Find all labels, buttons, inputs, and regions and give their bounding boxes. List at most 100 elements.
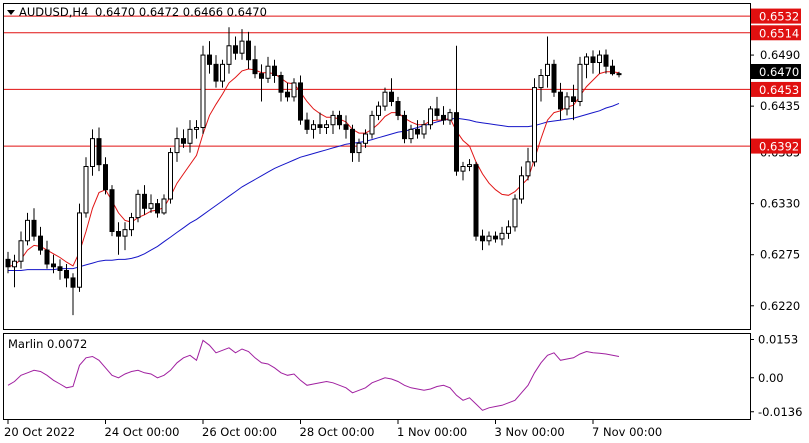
candle	[83, 157, 89, 218]
candle-body	[558, 91, 563, 110]
candle-body	[389, 91, 394, 103]
candle	[12, 254, 17, 288]
candle	[473, 161, 479, 241]
candle-body	[590, 56, 596, 63]
candle	[603, 49, 609, 74]
candle	[161, 194, 167, 215]
candle	[259, 64, 264, 102]
candle-body	[603, 54, 609, 67]
candle-body	[324, 124, 329, 129]
candle-body	[298, 82, 303, 121]
candle	[584, 53, 589, 79]
candle-body	[545, 63, 550, 76]
candle	[239, 29, 245, 60]
candle	[57, 259, 63, 280]
candle	[246, 31, 251, 69]
candle-body	[25, 219, 30, 242]
candle-body	[38, 235, 43, 251]
candle-body	[90, 138, 95, 167]
level-label-bg	[751, 81, 801, 97]
candle-body	[239, 40, 245, 54]
candle	[291, 78, 297, 102]
candle-body	[506, 226, 511, 234]
candle-body	[70, 277, 76, 288]
candle-body	[311, 124, 316, 130]
price-tick-label: 0.6435	[760, 99, 800, 113]
candle-body	[285, 91, 290, 98]
candle	[298, 75, 303, 125]
candle-body	[395, 101, 401, 116]
candle-body	[207, 54, 212, 65]
candle	[155, 199, 160, 218]
candle-body	[12, 260, 17, 268]
current-price-label: 0.6470	[759, 65, 799, 79]
candles	[5, 27, 622, 316]
level-label: 0.6453	[759, 83, 799, 97]
candle-body	[57, 266, 63, 271]
candle	[415, 120, 420, 139]
candle	[285, 82, 290, 102]
candle	[116, 222, 121, 255]
candle	[421, 120, 427, 139]
candle-body	[408, 128, 414, 140]
candle	[532, 78, 537, 167]
candle-body	[291, 82, 297, 98]
candle-body	[246, 40, 251, 61]
candle	[311, 120, 316, 139]
candle	[200, 45, 206, 134]
candle	[512, 194, 518, 232]
candle-body	[415, 128, 420, 135]
candle	[330, 110, 336, 134]
candle	[304, 112, 310, 134]
candle	[382, 87, 388, 111]
candle-body	[454, 112, 459, 172]
candle-body	[363, 133, 368, 144]
candle-body	[434, 108, 440, 116]
candle	[64, 264, 69, 288]
candle	[454, 45, 459, 176]
candle-body	[610, 65, 615, 75]
candle-body	[252, 59, 258, 75]
candle	[369, 110, 375, 139]
candle	[460, 161, 466, 181]
candle	[233, 36, 238, 60]
candle	[317, 112, 323, 134]
candle	[25, 212, 30, 246]
ohlc-values: 0.6470 0.6472 0.6466 0.6470	[95, 5, 267, 19]
candle	[389, 78, 394, 107]
candle-body	[441, 114, 446, 121]
candle-body	[317, 124, 323, 129]
price-tick-label: 0.6275	[760, 248, 800, 262]
level-label-bg	[751, 138, 801, 154]
candle-body	[181, 138, 186, 144]
indicator-label: Marlin 0.0072	[8, 337, 87, 351]
candle	[129, 212, 134, 237]
candle	[597, 50, 602, 74]
candle	[194, 120, 199, 139]
candle	[122, 222, 128, 251]
candle-body	[493, 235, 498, 240]
price-tick-label: 0.6220	[760, 299, 800, 313]
collapse-triangle-icon[interactable]	[7, 10, 15, 15]
candle-body	[233, 45, 238, 54]
candle-body	[402, 114, 407, 140]
level-label: 0.6532	[759, 10, 799, 24]
candle-body	[148, 203, 154, 209]
candle	[226, 27, 232, 74]
candle-body	[194, 127, 199, 130]
candle-body	[129, 217, 134, 231]
candle	[181, 129, 186, 148]
candle-body	[597, 54, 602, 64]
candle-body	[512, 198, 518, 228]
time-axis: 20 Oct 2022 24 Oct 00:00 26 Oct 00:00 28 Oc…	[4, 419, 662, 439]
osc-tick-label: 0.0153	[758, 333, 798, 347]
indicator-panel-frame	[3, 333, 751, 420]
main-panel-frame	[3, 3, 751, 330]
candle-body	[616, 73, 622, 76]
candle	[577, 56, 583, 107]
candle	[272, 59, 277, 83]
candle	[109, 185, 115, 237]
candle-body	[564, 96, 570, 110]
level-label-bg	[751, 8, 801, 24]
candle-body	[265, 65, 271, 79]
